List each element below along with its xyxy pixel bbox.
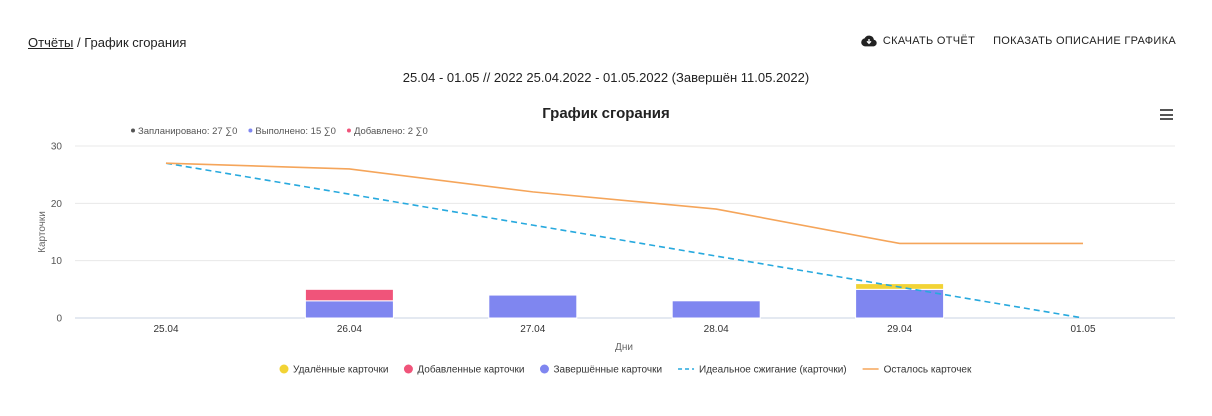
legend-label: Идеальное сжигание (карточки) — [699, 365, 847, 376]
breadcrumb-current: График сгорания — [84, 35, 187, 50]
legend-marker — [403, 364, 413, 374]
cloud-download-icon — [861, 35, 877, 47]
ideal-burn-line — [165, 162, 1084, 319]
y-tick-label: 30 — [51, 142, 63, 153]
legend-label: Удалённые карточки — [293, 365, 388, 376]
bar-7f86f0 — [304, 300, 394, 319]
y-tick-label: 10 — [51, 256, 63, 267]
x-tick-label: 28.04 — [704, 324, 729, 335]
x-tick-label: 01.05 — [1070, 324, 1095, 335]
bar-7f86f0 — [671, 300, 761, 319]
x-tick-label: 29.04 — [887, 324, 912, 335]
remaining-line — [165, 162, 1083, 245]
hamburger-menu-icon[interactable] — [1160, 109, 1173, 120]
legend-label: Добавленные карточки — [417, 364, 524, 376]
y-tick-label: 0 — [56, 314, 62, 325]
show-description-button[interactable]: ПОКАЗАТЬ ОПИСАНИЕ ГРАФИКА — [993, 35, 1176, 47]
breadcrumb-separator: / — [73, 35, 85, 50]
breadcrumb: Отчёты / График сгорания — [28, 35, 186, 50]
x-tick-label: 26.04 — [337, 324, 362, 335]
subtitle-item: Выполнено: 15 ∑0 — [255, 126, 336, 137]
legend-label: Завершённые карточки — [553, 365, 662, 376]
subtitle-item: Добавлено: 2 ∑0 — [354, 126, 428, 137]
legend-label: Осталось карточек — [884, 365, 972, 376]
chart-title: График сгорания — [542, 105, 670, 122]
legend-marker — [539, 364, 549, 374]
bar-7f86f0 — [488, 294, 578, 319]
legend-marker — [279, 364, 289, 374]
bar-7f86f0 — [855, 288, 945, 319]
x-axis-label: Дни — [615, 342, 633, 353]
subtitle-marker — [131, 128, 135, 133]
subtitle-item: Запланировано: 27 ∑0 — [138, 126, 237, 137]
x-tick-label: 25.04 — [153, 324, 178, 335]
sprint-title: 25.04 - 01.05 // 2022 25.04.2022 - 01.05… — [402, 70, 810, 85]
download-report-button[interactable]: СКАЧАТЬ ОТЧЁТ — [861, 35, 975, 47]
bar-f0547a — [304, 288, 394, 302]
y-tick-label: 20 — [51, 199, 63, 210]
breadcrumb-link-reports[interactable]: Отчёты — [28, 35, 74, 50]
header-actions: СКАЧАТЬ ОТЧЁТ ПОКАЗАТЬ ОПИСАНИЕ ГРАФИКА — [861, 35, 1176, 47]
x-tick-label: 27.04 — [520, 324, 545, 335]
show-description-label: ПОКАЗАТЬ ОПИСАНИЕ ГРАФИКА — [993, 35, 1176, 47]
y-axis-label: Карточки — [37, 211, 48, 253]
download-report-label: СКАЧАТЬ ОТЧЁТ — [882, 35, 976, 47]
subtitle-marker — [248, 128, 253, 133]
subtitle-marker — [346, 128, 351, 133]
